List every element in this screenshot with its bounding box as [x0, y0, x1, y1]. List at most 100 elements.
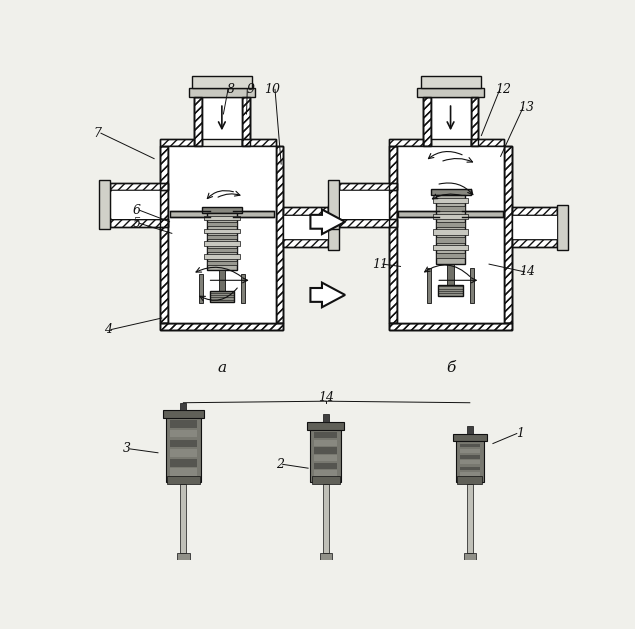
Bar: [460, 449, 480, 453]
Bar: [207, 213, 236, 270]
Bar: [160, 145, 168, 323]
Bar: [339, 190, 389, 220]
Polygon shape: [311, 209, 345, 234]
Bar: [314, 447, 337, 454]
Bar: [471, 97, 478, 145]
Bar: [307, 422, 344, 430]
Bar: [504, 145, 512, 323]
Bar: [207, 222, 236, 226]
Bar: [202, 97, 242, 140]
Bar: [242, 97, 250, 145]
Bar: [328, 205, 339, 250]
Bar: [436, 206, 465, 211]
Bar: [180, 403, 187, 411]
Bar: [467, 484, 473, 553]
Bar: [460, 467, 480, 470]
Bar: [110, 182, 168, 190]
Bar: [210, 291, 234, 302]
Bar: [389, 140, 423, 145]
Bar: [207, 248, 236, 252]
Bar: [323, 484, 329, 553]
Text: 5: 5: [133, 217, 140, 230]
Text: 1: 1: [516, 427, 524, 440]
Bar: [112, 190, 160, 220]
Bar: [340, 190, 389, 220]
Bar: [328, 180, 339, 230]
Bar: [460, 455, 480, 459]
Bar: [389, 145, 397, 323]
Bar: [189, 88, 255, 97]
Bar: [202, 207, 242, 213]
Text: 3: 3: [123, 442, 131, 455]
Bar: [439, 564, 500, 567]
Bar: [339, 182, 397, 190]
Bar: [453, 433, 487, 441]
Bar: [110, 220, 168, 227]
Bar: [194, 97, 202, 145]
Text: б: б: [446, 361, 455, 375]
Bar: [168, 145, 276, 323]
Bar: [436, 221, 465, 226]
Bar: [207, 261, 236, 265]
Text: 4: 4: [104, 323, 112, 336]
Bar: [423, 97, 431, 145]
Bar: [339, 182, 397, 190]
Bar: [504, 145, 512, 323]
Bar: [389, 323, 512, 330]
Bar: [160, 323, 283, 330]
Bar: [210, 211, 234, 217]
Bar: [323, 415, 329, 422]
Bar: [389, 140, 423, 145]
Bar: [314, 455, 337, 461]
Bar: [389, 323, 512, 330]
Bar: [467, 426, 473, 433]
Text: а: а: [217, 361, 227, 375]
Text: 13: 13: [518, 101, 534, 114]
Text: 14: 14: [318, 391, 334, 404]
Bar: [314, 463, 337, 469]
Bar: [470, 268, 474, 303]
Text: 7: 7: [94, 126, 102, 140]
Bar: [397, 145, 504, 323]
Bar: [504, 145, 512, 323]
Bar: [177, 553, 189, 562]
Bar: [110, 182, 168, 190]
Text: 2: 2: [276, 458, 284, 471]
Bar: [207, 235, 236, 239]
Bar: [314, 470, 337, 477]
Bar: [110, 220, 168, 227]
Bar: [204, 254, 239, 259]
Bar: [170, 440, 197, 447]
Bar: [319, 553, 332, 562]
Bar: [241, 274, 245, 303]
Bar: [170, 211, 274, 217]
Bar: [417, 88, 484, 97]
Bar: [160, 140, 194, 145]
Bar: [398, 211, 503, 217]
Text: 6: 6: [133, 204, 140, 217]
Text: 10: 10: [264, 83, 280, 96]
Bar: [242, 97, 250, 145]
Bar: [219, 270, 225, 298]
Bar: [283, 240, 328, 247]
Bar: [456, 440, 484, 482]
Bar: [194, 97, 202, 145]
Bar: [276, 145, 283, 323]
Bar: [242, 97, 250, 145]
Bar: [167, 476, 199, 484]
Bar: [471, 97, 478, 145]
Bar: [512, 207, 557, 215]
Bar: [471, 140, 504, 145]
Bar: [436, 253, 465, 259]
Bar: [283, 240, 328, 247]
Bar: [439, 211, 462, 217]
Bar: [168, 145, 276, 323]
Bar: [160, 140, 194, 145]
Bar: [397, 145, 504, 323]
Bar: [433, 214, 468, 219]
Bar: [170, 468, 197, 476]
Bar: [436, 237, 465, 243]
Bar: [295, 564, 357, 567]
Text: 8: 8: [227, 83, 235, 96]
Bar: [283, 215, 328, 240]
